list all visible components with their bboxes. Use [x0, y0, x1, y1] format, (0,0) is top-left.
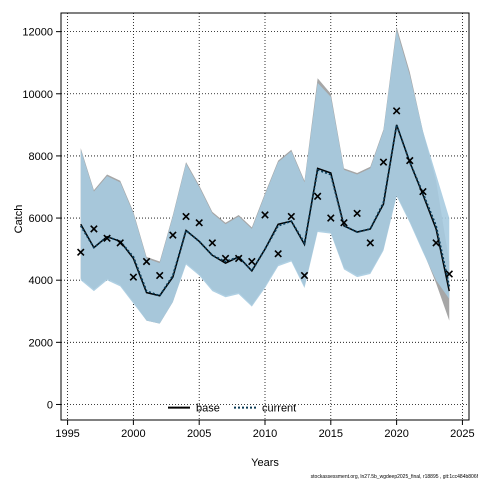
observation-point-1999 [116, 239, 124, 247]
x-tick-label-1: 2000 [121, 428, 145, 440]
x-tick-label-0: 1995 [55, 428, 79, 440]
legend-label-current: current [262, 403, 296, 415]
line-current [79, 121, 451, 297]
observation-point-2000 [129, 273, 138, 281]
y-axis-title: Catch [13, 205, 25, 234]
x-tick-label-2: 2005 [187, 428, 211, 440]
x-tick-label-4: 2015 [319, 428, 343, 440]
y-tick-label-6: 12000 [22, 27, 53, 39]
observation-point-2019 [379, 158, 388, 166]
y-tick-label-5: 10000 [22, 89, 53, 101]
observation-point-2022 [419, 187, 427, 196]
observation-point-1997 [90, 225, 98, 233]
y-tick-label-0: 0 [47, 399, 53, 411]
y-tick-label-3: 6000 [29, 213, 53, 225]
legend-label-base: base [196, 403, 220, 415]
y-tick-label-1: 2000 [29, 337, 53, 349]
observation-point-1996 [76, 248, 85, 256]
observation-point-2014 [313, 192, 322, 201]
x-axis-ticks: 1995 2000 2005 2010 2015 2020 2025 [55, 420, 475, 440]
observation-point-2007 [221, 254, 230, 263]
observation-point-2011 [274, 250, 282, 258]
observation-point-2004 [182, 212, 190, 221]
observation-point-2017 [353, 209, 361, 218]
observation-point-2015 [327, 214, 335, 222]
observation-point-2003 [169, 231, 177, 239]
observation-point-2018 [366, 239, 375, 247]
band-current [80, 30, 450, 324]
observation-point-2009 [248, 257, 256, 266]
observation-point-2024 [445, 270, 454, 278]
confidence-bands [80, 26, 450, 324]
series-lines [79, 121, 451, 297]
observation-point-2002 [155, 271, 164, 280]
y-tick-label-2: 4000 [29, 275, 53, 287]
observation-point-2008 [234, 254, 243, 263]
y-axis-ticks: 0 2000 4000 6000 8000 10000 12000 [22, 27, 61, 411]
y-tick-label-4: 8000 [29, 151, 53, 163]
x-tick-label-6: 2025 [450, 428, 474, 440]
observation-point-1998 [103, 234, 111, 243]
footer-text: stockassessment.org, ln27.5b_wgdeep2025_… [311, 474, 479, 480]
observation-point-2010 [261, 211, 269, 219]
observation-point-2012 [287, 212, 296, 221]
observation-point-2021 [406, 156, 414, 165]
observation-point-2013 [300, 271, 309, 280]
legend: base current [168, 403, 296, 415]
observation-point-2006 [208, 239, 217, 247]
observation-point-2005 [195, 218, 203, 227]
observation-point-2020 [392, 107, 401, 115]
observation-point-2016 [340, 218, 348, 227]
x-tick-label-5: 2020 [384, 428, 408, 440]
x-tick-label-3: 2010 [253, 428, 277, 440]
x-axis-title: Years [251, 457, 279, 469]
observation-markers [76, 107, 454, 281]
observation-point-2001 [142, 257, 151, 266]
observation-point-2023 [432, 239, 440, 247]
